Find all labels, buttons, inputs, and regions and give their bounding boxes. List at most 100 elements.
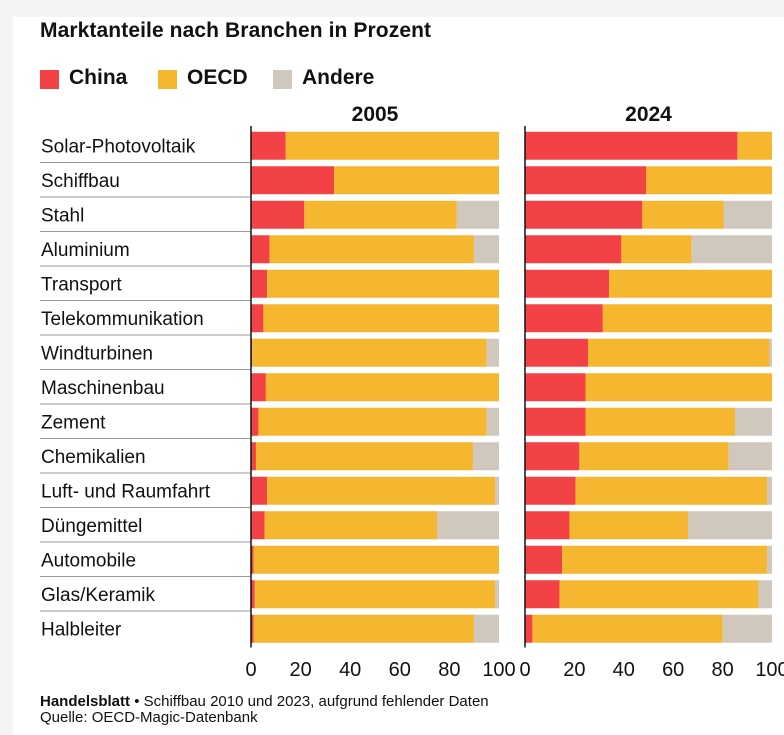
bar-2005-china	[251, 614, 254, 643]
legend-swatch-oecd	[158, 70, 177, 89]
bar-2024-china	[525, 407, 586, 436]
category-label: Luft- und Raumfahrt	[41, 481, 211, 502]
bar-2024-oecd	[569, 511, 689, 540]
bar-2024-oecd	[559, 580, 759, 609]
bar-2005-andere	[486, 338, 499, 367]
bar-2024-oecd	[621, 235, 692, 264]
bar-2024-china	[525, 545, 563, 574]
category-label: Halbleiter	[41, 619, 122, 640]
bar-2024-oecd	[579, 442, 729, 471]
category-label: Schiffbau	[41, 171, 120, 192]
tick-label: 0	[245, 659, 256, 681]
bar-2024-oecd	[737, 131, 772, 160]
bar-2005-china	[251, 131, 286, 160]
bar-2024-china	[525, 580, 560, 609]
bar-2024-oecd	[585, 407, 735, 436]
bar-2005-andere	[495, 580, 499, 609]
bar-2024-andere	[734, 407, 772, 436]
top-background-strip	[0, 0, 784, 17]
bar-2024-oecd	[646, 166, 772, 195]
footer-source: Quelle: OECD-Magic-Datenbank	[40, 709, 258, 726]
legend-swatch-andere	[273, 70, 292, 89]
category-label: Glas/Keramik	[41, 585, 156, 606]
bar-2005-china	[251, 476, 268, 505]
bar-2024-china	[525, 166, 647, 195]
bar-2005-oecd	[267, 476, 496, 505]
bar-2005-oecd	[253, 614, 475, 643]
category-label: Chemikalien	[41, 447, 146, 468]
bar-2005-oecd	[263, 304, 499, 333]
bar-2024-oecd	[602, 304, 772, 333]
bar-2005-oecd	[265, 373, 499, 402]
bar-2005-andere	[437, 511, 499, 540]
bar-2005-oecd	[269, 235, 475, 264]
bar-2024-oecd	[642, 200, 724, 229]
brand-name: Handelsblatt	[40, 693, 131, 710]
bar-2005-oecd	[285, 131, 499, 160]
bar-2005-china	[251, 373, 266, 402]
bar-2024-andere	[758, 580, 772, 609]
bar-2005-andere	[474, 235, 499, 264]
bar-2005-andere	[486, 407, 499, 436]
bar-2005-andere	[474, 614, 499, 643]
tick-label: 0	[519, 659, 530, 681]
bar-2024-china	[525, 200, 643, 229]
category-label: Stahl	[41, 205, 84, 226]
bar-2005-oecd	[254, 580, 496, 609]
tick-label: 100	[482, 659, 515, 681]
bar-2024-china	[525, 442, 580, 471]
bar-2024-china	[525, 373, 586, 402]
bar-2024-oecd	[608, 269, 772, 298]
category-label: Windturbinen	[41, 343, 153, 364]
tick-label: 60	[389, 659, 411, 681]
bar-2024-oecd	[532, 614, 723, 643]
bar-2024-oecd	[585, 373, 772, 402]
footer-separator: •	[134, 693, 140, 710]
bar-2005-oecd	[334, 166, 499, 195]
bar-2005-china	[251, 442, 256, 471]
bar-2024-andere	[767, 545, 772, 574]
bar-2005-oecd	[258, 407, 487, 436]
bar-2005-china	[251, 235, 270, 264]
bar-2024-andere	[769, 338, 772, 367]
bar-2024-china	[525, 338, 588, 367]
chart-title: Marktanteile nach Branchen in Prozent	[40, 19, 432, 42]
bar-2005-oecd	[264, 511, 437, 540]
category-label: Düngemittel	[41, 516, 142, 537]
bar-2005-andere	[456, 200, 499, 229]
footer-note-line: Handelsblatt • Schiffbau 2010 und 2023, …	[40, 694, 489, 710]
bar-2005-china	[251, 580, 255, 609]
bar-2024-andere	[723, 200, 772, 229]
category-label: Solar-Photovoltaik	[41, 136, 196, 157]
bar-2024-andere	[688, 511, 772, 540]
tick-label: 80	[711, 659, 733, 681]
bar-2024-china	[525, 304, 603, 333]
bar-2024-china	[525, 511, 570, 540]
panel-title-2005: 2005	[352, 103, 399, 126]
tick-label: 60	[662, 659, 684, 681]
bar-2005-oecd	[255, 442, 473, 471]
category-label: Maschinenbau	[41, 378, 165, 399]
legend-label-oecd: OECD	[187, 66, 248, 89]
bar-2024-china	[525, 614, 533, 643]
bar-2005-andere	[472, 442, 499, 471]
category-label: Transport	[41, 274, 122, 295]
bar-2024-andere	[728, 442, 772, 471]
tick-label: 100	[755, 659, 784, 681]
bar-2024-andere	[767, 476, 772, 505]
bar-2005-oecd	[304, 200, 457, 229]
category-label: Aluminium	[41, 240, 130, 261]
tick-label: 40	[613, 659, 635, 681]
bar-2005-oecd	[267, 269, 499, 298]
legend-label-andere: Andere	[302, 66, 375, 89]
bar-2024-china	[525, 269, 609, 298]
left-background-strip	[0, 0, 13, 735]
bar-2024-andere	[691, 235, 772, 264]
bar-2005-oecd	[253, 545, 499, 574]
bar-2024-china	[525, 235, 622, 264]
tick-label: 80	[438, 659, 460, 681]
bar-2005-andere	[495, 476, 499, 505]
category-label: Automobile	[41, 550, 136, 571]
